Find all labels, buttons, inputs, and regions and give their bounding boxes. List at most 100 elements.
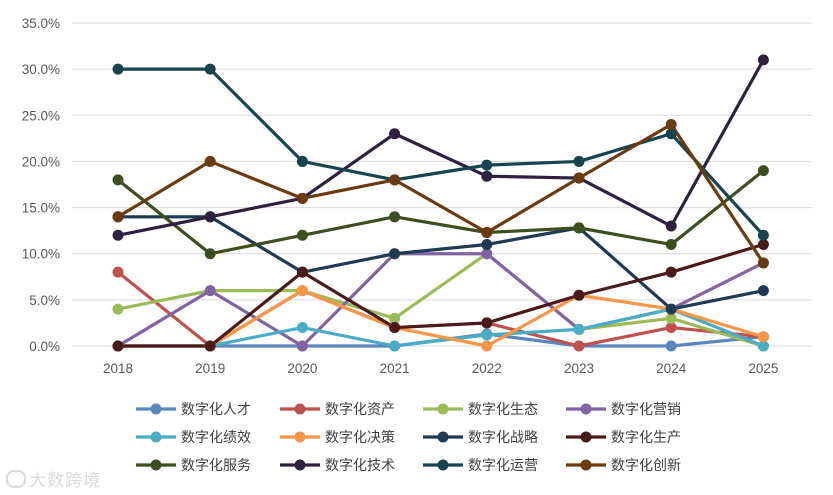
watermark-logo-icon — [6, 470, 26, 488]
data-point — [389, 174, 401, 186]
legend-item: 数字化创新 — [566, 458, 681, 474]
data-point — [573, 323, 585, 335]
data-point — [389, 128, 401, 140]
data-point — [481, 170, 493, 182]
data-point — [665, 238, 677, 250]
x-tick-label: 2018 — [103, 361, 133, 376]
legend-swatch-marker — [580, 431, 592, 443]
legend-label: 数字化创新 — [611, 458, 681, 474]
data-point — [112, 340, 124, 352]
legend-item: 数字化技术 — [280, 458, 395, 474]
legend-item: 数字化资产 — [280, 402, 395, 418]
series-line-6 — [118, 215, 764, 311]
y-tick-label: 25.0% — [22, 108, 60, 123]
data-point — [757, 165, 769, 177]
data-point — [481, 329, 493, 341]
x-tick-label: 2020 — [287, 361, 317, 376]
data-point — [481, 238, 493, 250]
data-point — [112, 211, 124, 223]
y-axis-ticks: 0.0% 5.0% 10.0% 15.0% 20.0% 25.0% 30.0% 35.0% — [22, 16, 60, 354]
data-point — [757, 257, 769, 269]
data-point — [204, 285, 216, 297]
legend-item: 数字化战略 — [423, 430, 538, 446]
data-point — [665, 119, 677, 131]
y-tick-label: 30.0% — [22, 62, 60, 77]
data-point — [389, 248, 401, 260]
legend-label: 数字化人才 — [181, 402, 251, 418]
data-point — [389, 211, 401, 223]
legend-label: 数字化营销 — [611, 402, 681, 418]
data-point — [757, 54, 769, 66]
data-point — [112, 229, 124, 241]
x-tick-label: 2023 — [564, 361, 594, 376]
legend-label: 数字化生产 — [611, 430, 681, 446]
x-tick-label: 2019 — [195, 361, 225, 376]
series-line-8 — [116, 169, 765, 256]
legend-label: 数字化绩效 — [181, 430, 251, 446]
legend-label: 数字化运营 — [468, 458, 538, 474]
data-point — [389, 322, 401, 334]
data-point — [389, 312, 401, 324]
data-point — [296, 229, 308, 241]
data-point — [757, 229, 769, 241]
data-point — [665, 266, 677, 278]
legend-swatch-marker — [294, 431, 306, 443]
legend-label: 数字化生态 — [468, 402, 538, 418]
series-line-7 — [118, 242, 764, 348]
data-point — [481, 317, 493, 329]
data-point — [757, 238, 769, 250]
x-tick-label: 2025 — [748, 361, 778, 376]
x-tick-label: 2021 — [380, 361, 410, 376]
data-point — [296, 285, 308, 297]
legend-swatch-marker — [294, 403, 306, 415]
x-axis-ticks: 2018 2019 2020 2021 2022 2023 2024 2025 — [103, 361, 778, 376]
data-point — [296, 192, 308, 204]
data-point — [665, 312, 677, 324]
legend-swatch-marker — [294, 459, 306, 471]
data-point — [296, 322, 308, 334]
legend-item: 数字化决策 — [280, 429, 395, 446]
legend-label: 数字化技术 — [325, 458, 395, 474]
legend-swatch-marker — [580, 459, 592, 471]
x-tick-label: 2024 — [656, 361, 687, 376]
data-point — [573, 172, 585, 184]
data-point — [296, 340, 308, 352]
legend-swatch-marker — [437, 403, 449, 415]
data-point — [481, 248, 493, 260]
y-tick-label: 5.0% — [29, 293, 60, 308]
data-point — [481, 159, 493, 171]
data-point — [204, 211, 216, 223]
data-point — [112, 63, 124, 75]
legend-label: 数字化服务 — [181, 458, 251, 474]
data-point — [757, 340, 769, 352]
data-point — [112, 303, 124, 315]
series-line-10 — [118, 67, 765, 237]
data-point — [757, 331, 769, 343]
data-point — [112, 266, 124, 278]
data-point — [665, 220, 677, 232]
data-point — [296, 266, 308, 278]
legend-swatch-marker — [150, 459, 162, 471]
legend-swatch-marker — [150, 403, 162, 415]
data-point — [481, 226, 493, 238]
legend-label: 数字化资产 — [325, 402, 395, 418]
data-point — [204, 248, 216, 260]
data-point — [296, 155, 308, 167]
y-tick-label: 15.0% — [22, 201, 60, 216]
x-tick-label: 2022 — [472, 361, 502, 376]
y-tick-label: 10.0% — [22, 247, 60, 262]
legend-item: 数字化人才 — [136, 402, 251, 418]
series-line-11 — [117, 122, 765, 264]
series-lines — [116, 59, 765, 348]
data-point — [665, 340, 677, 352]
data-point — [481, 340, 493, 352]
series-line-5 — [118, 289, 764, 348]
data-point — [573, 222, 585, 234]
legend-label: 数字化决策 — [325, 429, 395, 446]
series-line-4 — [118, 307, 764, 348]
y-tick-label: 35.0% — [22, 16, 60, 31]
data-point — [204, 340, 216, 352]
y-tick-label: 0.0% — [29, 339, 60, 354]
